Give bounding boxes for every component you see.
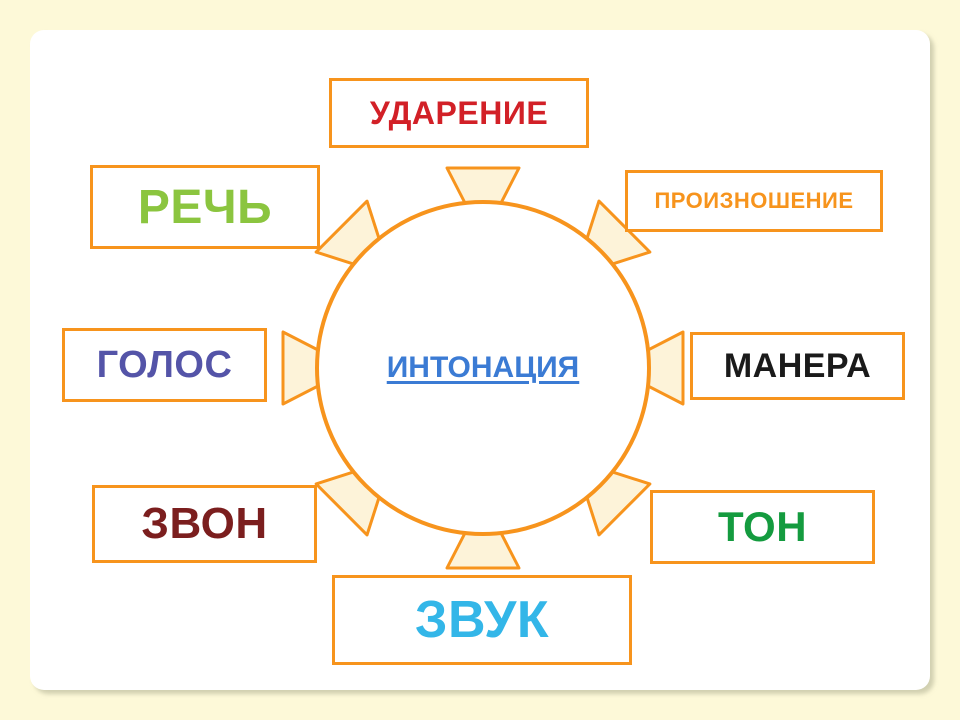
slide-panel: ИНТОНАЦИЯ УДАРЕНИЕ ПРОИЗНОШЕНИЕ МАНЕРА ТОН ЗВ… — [30, 30, 930, 690]
node-pronoun: ПРОИЗНОШЕНИЕ — [625, 170, 883, 232]
node-label-ring: ЗВОН — [141, 499, 267, 549]
node-label-stress: УДАРЕНИЕ — [370, 95, 548, 132]
diagram-stage: ИНТОНАЦИЯ УДАРЕНИЕ ПРОИЗНОШЕНИЕ МАНЕРА ТОН ЗВ… — [30, 30, 930, 690]
node-speech: РЕЧЬ — [90, 165, 320, 249]
center-label: ИНТОНАЦИЯ — [387, 351, 580, 385]
node-stress: УДАРЕНИЕ — [329, 78, 589, 148]
node-ring: ЗВОН — [92, 485, 317, 563]
node-label-speech: РЕЧЬ — [138, 180, 272, 235]
node-label-tone: ТОН — [718, 503, 807, 551]
center-circle: ИНТОНАЦИЯ — [315, 200, 651, 536]
node-voice: ГОЛОС — [62, 328, 267, 402]
node-sound: ЗВУК — [332, 575, 632, 665]
node-label-manner: МАНЕРА — [724, 347, 871, 386]
node-label-voice: ГОЛОС — [97, 344, 233, 387]
node-manner: МАНЕРА — [690, 332, 905, 400]
node-label-sound: ЗВУК — [415, 590, 549, 650]
node-label-pronoun: ПРОИЗНОШЕНИЕ — [654, 188, 853, 214]
node-tone: ТОН — [650, 490, 875, 564]
